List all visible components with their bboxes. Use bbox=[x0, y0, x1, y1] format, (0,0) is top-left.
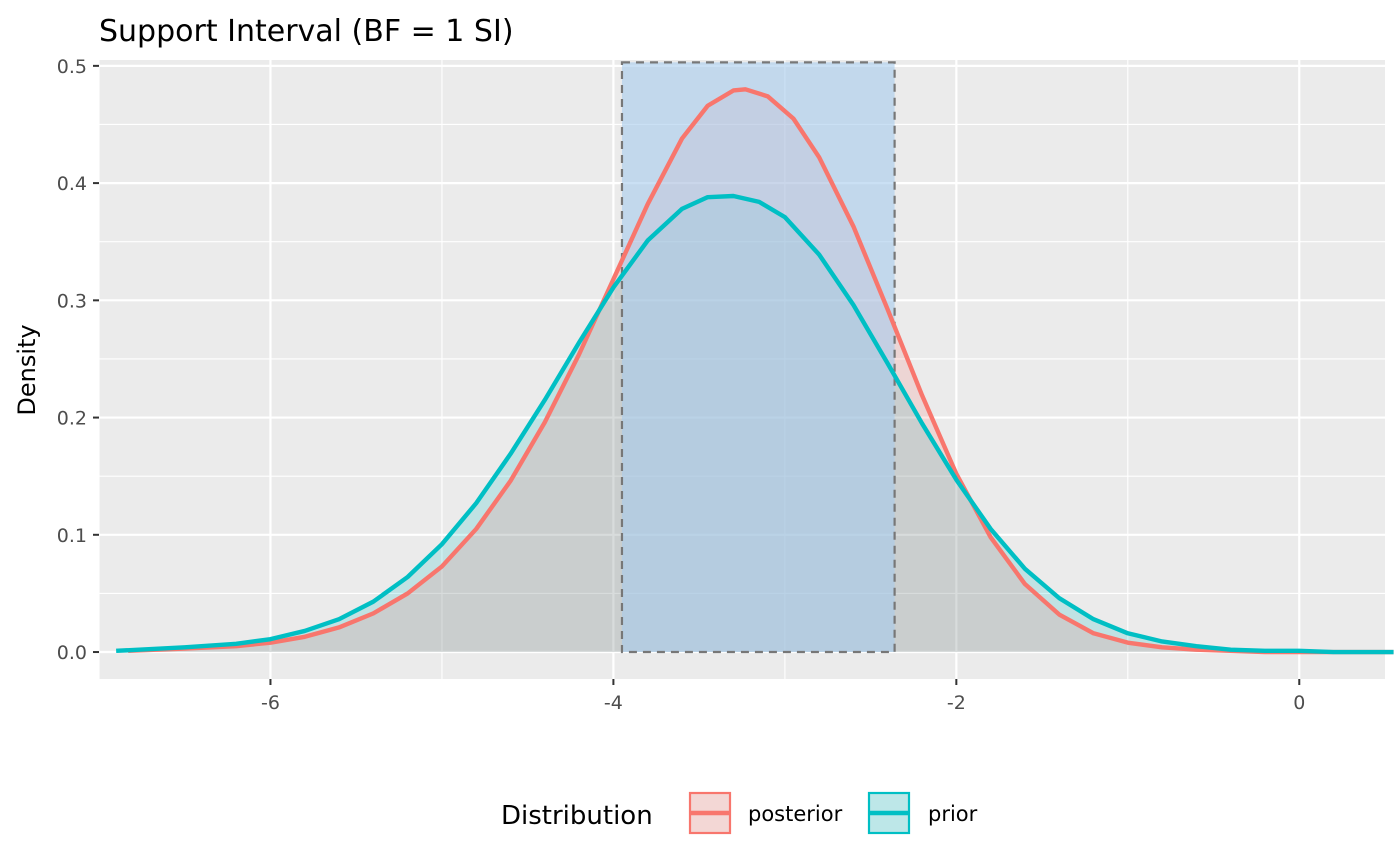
y-tick-label: 0.5 bbox=[57, 56, 87, 78]
x-tick-label: -2 bbox=[947, 692, 966, 714]
x-tick-label: -6 bbox=[261, 692, 280, 714]
support-interval-box bbox=[620, 61, 896, 654]
line-prior bbox=[116, 193, 1394, 655]
density-lines bbox=[116, 87, 1394, 655]
x-tick-label: 0 bbox=[1293, 692, 1305, 714]
x-tick-label: -4 bbox=[604, 692, 623, 714]
y-tick-label: 0.0 bbox=[57, 642, 87, 664]
legend: Distribution posterior prior bbox=[501, 791, 978, 835]
y-axis: 0.0 0.1 0.2 0.3 0.4 0.5 bbox=[57, 56, 99, 664]
y-tick-label: 0.3 bbox=[57, 290, 87, 312]
support-interval bbox=[620, 61, 896, 654]
chart-title: Support Interval (BF = 1 SI) bbox=[99, 14, 514, 49]
y-tick-label: 0.2 bbox=[57, 408, 87, 430]
legend-title: Distribution bbox=[501, 801, 653, 831]
legend-label-posterior: posterior bbox=[748, 802, 843, 826]
line-posterior bbox=[128, 87, 1394, 655]
legend-label-prior: prior bbox=[928, 802, 978, 826]
y-tick-label: 0.1 bbox=[57, 525, 87, 547]
x-axis: -6 -4 -2 0 bbox=[261, 679, 1305, 714]
y-tick-label: 0.4 bbox=[57, 173, 87, 195]
y-axis-title: Density bbox=[13, 324, 41, 415]
